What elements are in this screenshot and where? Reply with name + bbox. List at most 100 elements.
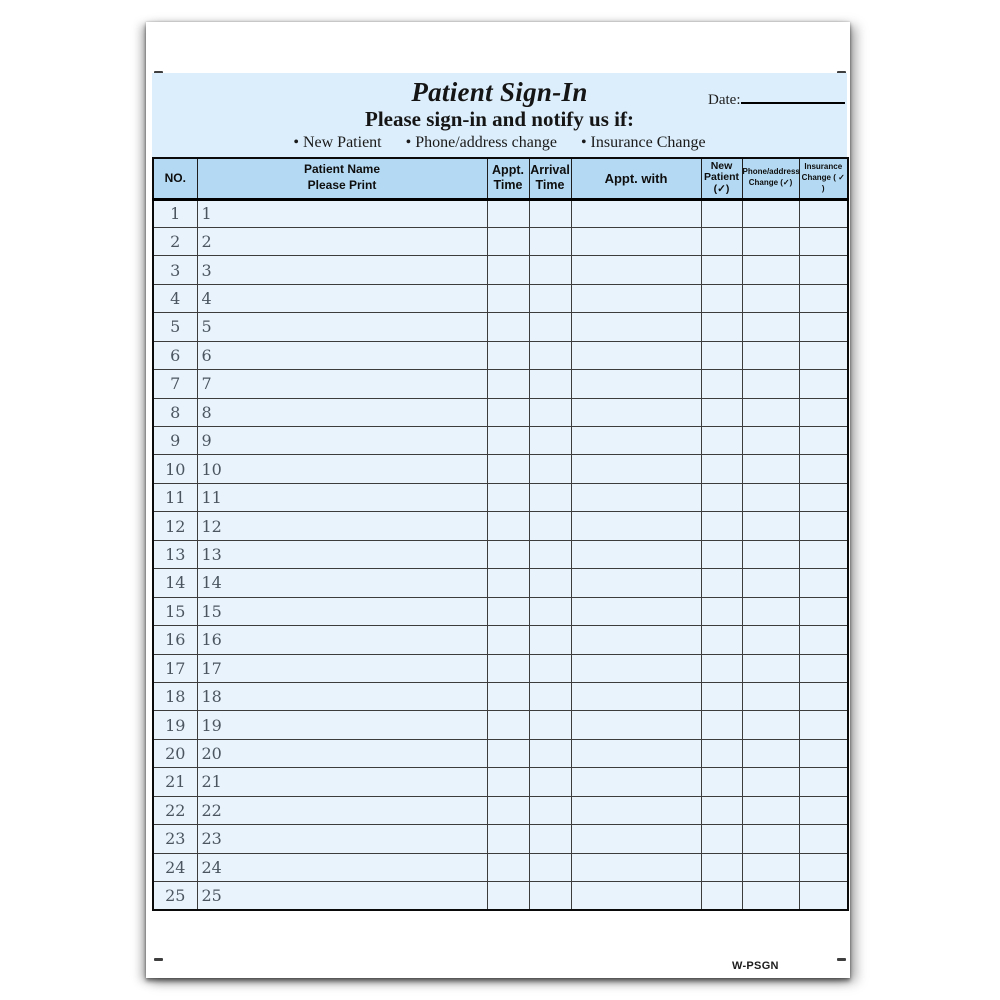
cell-new-patient-check xyxy=(700,795,743,826)
cell-patient-name: 10 xyxy=(196,454,488,484)
cell-insurance-change-check xyxy=(798,710,849,740)
cell-appt-with xyxy=(570,482,702,513)
notify-bullet-list: • New Patient • Phone/address change • Ins… xyxy=(152,132,847,153)
cell-patient-name: 2 xyxy=(196,226,488,257)
cell-appt-time xyxy=(486,255,530,285)
table-row: 23 23 xyxy=(152,824,849,854)
cell-insurance-change-check xyxy=(798,852,849,883)
cell-insurance-change-check xyxy=(798,255,849,285)
cell-appt-with xyxy=(570,198,702,228)
cell-appt-time xyxy=(486,653,530,683)
cell-row-number: 9 xyxy=(152,425,198,456)
cell-appt-with xyxy=(570,397,702,428)
cell-phone-address-change-check xyxy=(741,681,800,712)
cell-patient-name: 21 xyxy=(196,767,488,797)
cell-insurance-change-check xyxy=(798,767,849,797)
cell-appt-time xyxy=(486,767,530,797)
cell-phone-address-change-check xyxy=(741,738,800,769)
header-new-patient: New Patient (✓) xyxy=(700,157,743,201)
cell-row-number: 6 xyxy=(152,340,198,371)
cell-arrival-time xyxy=(528,710,572,740)
cell-new-patient-check xyxy=(700,539,743,570)
cell-patient-name: 22 xyxy=(196,795,488,826)
table-row: 9 9 xyxy=(152,425,849,456)
cell-appt-time xyxy=(486,312,530,342)
cell-appt-with xyxy=(570,312,702,342)
cell-row-number: 25 xyxy=(152,880,198,911)
cell-new-patient-check xyxy=(700,283,743,314)
header-appt-with: Appt. with xyxy=(570,157,702,201)
cell-phone-address-change-check xyxy=(741,625,800,655)
cell-arrival-time xyxy=(528,226,572,257)
cell-new-patient-check xyxy=(700,511,743,541)
table-row: 21 21 xyxy=(152,767,849,797)
cell-patient-name: 7 xyxy=(196,369,488,399)
cell-insurance-change-check xyxy=(798,539,849,570)
table-row: 24 24 xyxy=(152,852,849,883)
cell-patient-name: 6 xyxy=(196,340,488,371)
cell-phone-address-change-check xyxy=(741,369,800,399)
form-subtitle: Please sign-in and notify us if: xyxy=(365,107,634,131)
cell-row-number: 15 xyxy=(152,596,198,627)
table-row: 7 7 xyxy=(152,369,849,399)
cell-row-number: 21 xyxy=(152,767,198,797)
cell-patient-name: 8 xyxy=(196,397,488,428)
header-patient-name: Patient Name Please Print xyxy=(196,157,488,201)
cell-appt-time xyxy=(486,539,530,570)
cell-arrival-time xyxy=(528,852,572,883)
table-row: 3 3 xyxy=(152,255,849,285)
table-row: 5 5 xyxy=(152,312,849,342)
cell-row-number: 7 xyxy=(152,369,198,399)
sign-in-form: Patient Sign-In Date: Please sign-in and… xyxy=(152,73,849,911)
cell-appt-with xyxy=(570,596,702,627)
cell-patient-name: 1 xyxy=(196,198,488,228)
cell-phone-address-change-check xyxy=(741,312,800,342)
cell-insurance-change-check xyxy=(798,880,849,911)
cell-patient-name: 25 xyxy=(196,880,488,911)
cell-phone-address-change-check xyxy=(741,539,800,570)
cell-arrival-time xyxy=(528,681,572,712)
cell-insurance-change-check xyxy=(798,511,849,541)
cell-appt-with xyxy=(570,226,702,257)
cell-new-patient-check xyxy=(700,653,743,683)
cell-appt-time xyxy=(486,226,530,257)
cell-appt-time xyxy=(486,283,530,314)
header-no: NO. xyxy=(152,157,198,201)
cell-new-patient-check xyxy=(700,255,743,285)
cell-new-patient-check xyxy=(700,681,743,712)
cell-appt-time xyxy=(486,596,530,627)
date-field: Date: xyxy=(708,91,846,109)
cell-appt-with xyxy=(570,283,702,314)
cell-insurance-change-check xyxy=(798,312,849,342)
cell-arrival-time xyxy=(528,795,572,826)
cell-new-patient-check xyxy=(700,568,743,598)
bullet-phone-address-change: • Phone/address change xyxy=(405,134,557,151)
table-row: 14 14 xyxy=(152,568,849,598)
cell-appt-with xyxy=(570,767,702,797)
cell-phone-address-change-check xyxy=(741,397,800,428)
cell-arrival-time xyxy=(528,653,572,683)
cell-row-number: 16 xyxy=(152,625,198,655)
table-row: 11 11 xyxy=(152,482,849,513)
table-row: 10 10 xyxy=(152,454,849,484)
cell-arrival-time xyxy=(528,824,572,854)
cell-phone-address-change-check xyxy=(741,511,800,541)
cell-phone-address-change-check xyxy=(741,425,800,456)
cell-appt-time xyxy=(486,198,530,228)
cell-patient-name: 3 xyxy=(196,255,488,285)
cell-patient-name: 24 xyxy=(196,852,488,883)
cell-row-number: 12 xyxy=(152,511,198,541)
cell-appt-with xyxy=(570,255,702,285)
table-row: 18 18 xyxy=(152,681,849,712)
cell-new-patient-check xyxy=(700,369,743,399)
cell-patient-name: 19 xyxy=(196,710,488,740)
table-row: 20 20 xyxy=(152,738,849,769)
registration-mark-bottom-left xyxy=(154,958,163,961)
cell-insurance-change-check xyxy=(798,397,849,428)
cell-arrival-time xyxy=(528,596,572,627)
cell-insurance-change-check xyxy=(798,738,849,769)
cell-appt-time xyxy=(486,511,530,541)
cell-arrival-time xyxy=(528,880,572,911)
cell-arrival-time xyxy=(528,397,572,428)
cell-patient-name: 15 xyxy=(196,596,488,627)
